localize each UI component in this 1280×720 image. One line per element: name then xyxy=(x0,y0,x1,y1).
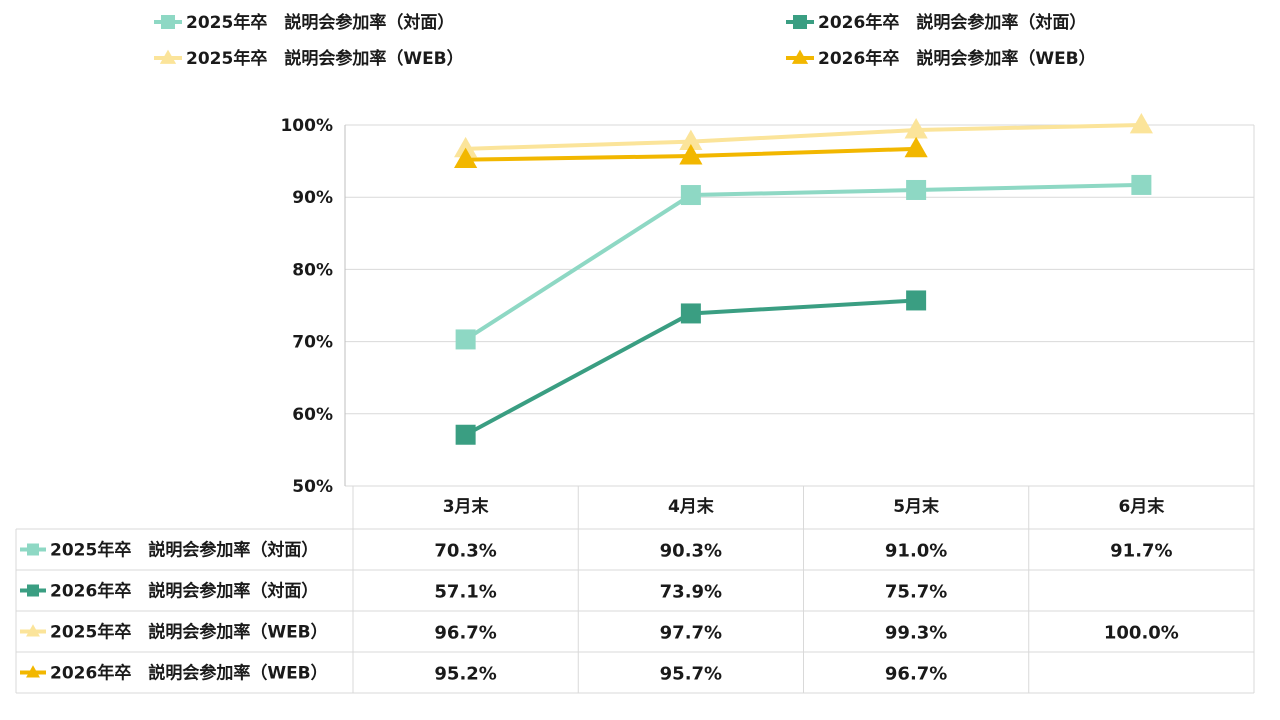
series-line-0 xyxy=(464,182,1142,342)
table-row-label: 2025年卒 説明会参加率（WEB） xyxy=(50,622,328,643)
data-label: 70.3% xyxy=(434,541,496,562)
data-point xyxy=(455,329,476,350)
data-point xyxy=(454,136,478,158)
data-label: 91.7% xyxy=(1110,541,1172,562)
data-point xyxy=(679,144,703,165)
y-tick-label: 60% xyxy=(292,405,333,425)
data-point xyxy=(1131,174,1152,195)
x-category-label: 5月末 xyxy=(893,496,940,517)
table-legend-marker xyxy=(26,624,40,637)
data-label: 95.2% xyxy=(434,664,496,685)
data-point xyxy=(455,424,476,445)
y-tick-label: 70% xyxy=(292,333,333,353)
legend-marker xyxy=(159,49,177,64)
data-label: 96.7% xyxy=(434,623,496,644)
table-row-label: 2025年卒 説明会参加率（対面） xyxy=(50,540,318,561)
data-label: 90.3% xyxy=(660,541,722,562)
legend-marker xyxy=(161,15,175,29)
x-category-label: 3月末 xyxy=(443,496,490,517)
table-row-label: 2026年卒 説明会参加率（対面） xyxy=(50,581,318,602)
series-line-2 xyxy=(465,123,1142,151)
data-point xyxy=(906,179,927,200)
y-tick-label: 80% xyxy=(292,260,333,280)
data-point xyxy=(904,136,928,158)
data-label: 95.7% xyxy=(660,664,722,685)
y-tick-label: 50% xyxy=(292,477,333,497)
legend-label: 2025年卒 説明会参加率（対面） xyxy=(186,12,454,33)
legend-label: 2025年卒 説明会参加率（WEB） xyxy=(186,48,464,69)
legend-marker xyxy=(791,49,809,64)
x-category-label: 4月末 xyxy=(668,496,715,517)
data-point xyxy=(906,290,927,311)
data-label: 57.1% xyxy=(434,582,496,603)
table-legend-marker xyxy=(27,584,39,597)
data-label: 91.0% xyxy=(885,541,947,562)
y-tick-label: 90% xyxy=(292,188,333,208)
data-label: 97.7% xyxy=(660,623,722,644)
data-point xyxy=(679,129,703,151)
data-label: 73.9% xyxy=(660,582,722,603)
table-legend-marker xyxy=(26,665,40,678)
data-label: 100.0% xyxy=(1104,623,1179,644)
table-row-label: 2026年卒 説明会参加率（WEB） xyxy=(50,663,328,684)
data-label: 99.3% xyxy=(885,623,947,644)
x-category-label: 6月末 xyxy=(1118,496,1165,517)
legend-label: 2026年卒 説明会参加率（対面） xyxy=(818,12,1086,33)
y-tick-label: 100% xyxy=(280,116,333,136)
legend-marker xyxy=(793,15,807,29)
data-label: 96.7% xyxy=(885,664,947,685)
data-point xyxy=(680,185,701,206)
data-point xyxy=(1129,113,1153,134)
data-point xyxy=(454,147,478,169)
legend-label: 2026年卒 説明会参加率（WEB） xyxy=(818,48,1096,69)
table-legend-marker xyxy=(27,543,39,556)
data-point xyxy=(904,118,928,139)
data-label: 75.7% xyxy=(885,582,947,603)
data-point xyxy=(680,303,701,324)
